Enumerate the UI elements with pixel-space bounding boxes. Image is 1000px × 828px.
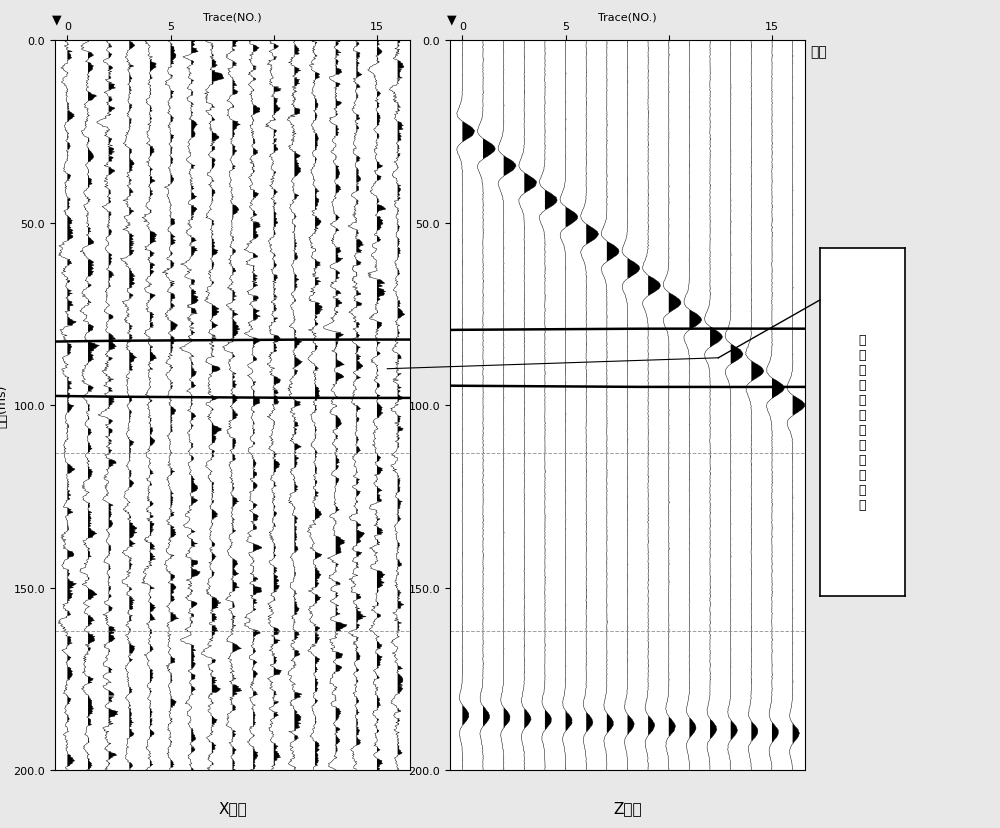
Text: 道数: 道数 bbox=[810, 46, 827, 60]
Text: ▼: ▼ bbox=[52, 14, 62, 26]
Y-axis label: 时间(ms): 时间(ms) bbox=[0, 384, 8, 427]
Text: 第
一
个
反
射
同
相
轴
反
射
波
组: 第 一 个 反 射 同 相 轴 反 射 波 组 bbox=[859, 334, 866, 511]
X-axis label: Trace(NO.): Trace(NO.) bbox=[203, 12, 262, 22]
Text: X分量: X分量 bbox=[218, 800, 247, 815]
X-axis label: Trace(NO.): Trace(NO.) bbox=[598, 12, 657, 22]
Text: ▼: ▼ bbox=[447, 14, 457, 26]
Text: Z分量: Z分量 bbox=[613, 800, 642, 815]
